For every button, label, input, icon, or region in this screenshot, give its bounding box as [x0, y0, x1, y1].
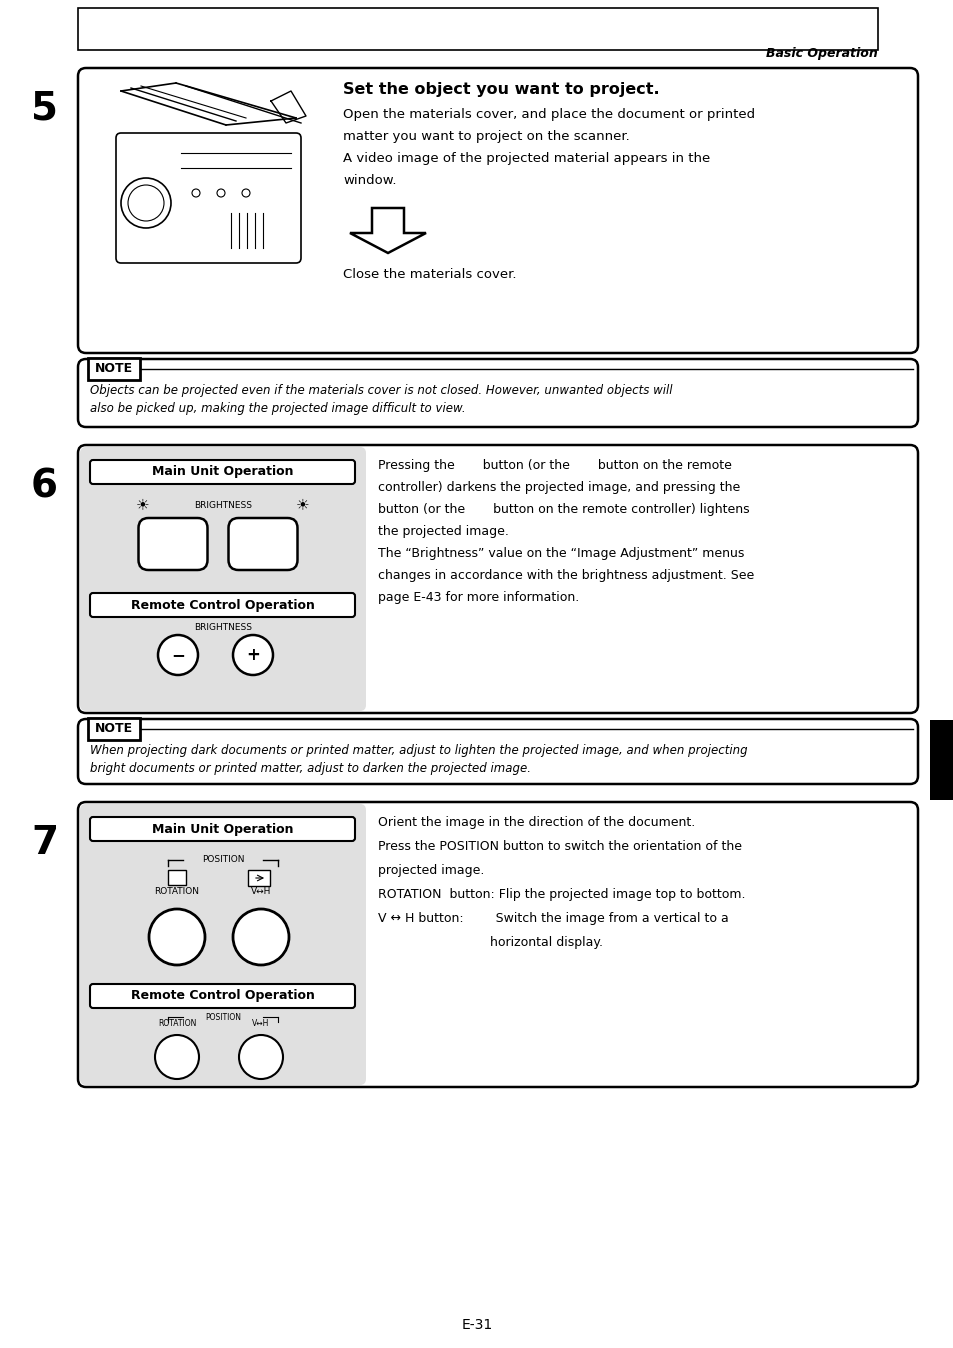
Text: ROTATION  button: Flip the projected image top to bottom.: ROTATION button: Flip the projected imag… — [377, 888, 744, 900]
Text: controller) darkens the projected image, and pressing the: controller) darkens the projected image,… — [377, 481, 740, 493]
Text: BRIGHTNESS: BRIGHTNESS — [193, 623, 252, 631]
FancyBboxPatch shape — [116, 133, 301, 263]
Text: Close the materials cover.: Close the materials cover. — [343, 268, 516, 280]
Text: button (or the       button on the remote controller) lightens: button (or the button on the remote cont… — [377, 503, 749, 516]
Circle shape — [216, 189, 225, 197]
Text: V↔H: V↔H — [251, 887, 271, 896]
Circle shape — [154, 1035, 199, 1078]
Bar — [248, 869, 270, 886]
Text: Basic Operation: Basic Operation — [765, 47, 877, 61]
Text: horizontal display.: horizontal display. — [377, 936, 602, 949]
Text: the projected image.: the projected image. — [377, 524, 508, 538]
Text: ROTATION: ROTATION — [157, 1019, 196, 1029]
Circle shape — [158, 635, 198, 675]
FancyBboxPatch shape — [90, 984, 355, 1008]
Text: When projecting dark documents or printed matter, adjust to lighten the projecte: When projecting dark documents or printe… — [90, 744, 747, 758]
Text: A video image of the projected material appears in the: A video image of the projected material … — [343, 152, 709, 164]
Circle shape — [233, 909, 289, 965]
Text: POSITION: POSITION — [205, 1012, 241, 1022]
Bar — [88, 718, 140, 740]
FancyBboxPatch shape — [229, 518, 297, 570]
Text: E-31: E-31 — [461, 1318, 492, 1332]
Text: 7: 7 — [30, 824, 58, 861]
Text: BRIGHTNESS: BRIGHTNESS — [193, 500, 252, 510]
Polygon shape — [350, 208, 426, 253]
FancyBboxPatch shape — [138, 518, 208, 570]
FancyBboxPatch shape — [90, 817, 355, 841]
Text: ☀: ☀ — [295, 497, 310, 512]
Text: +: + — [246, 646, 259, 665]
Text: 6: 6 — [30, 466, 58, 506]
Text: Pressing the       button (or the       button on the remote: Pressing the button (or the button on th… — [377, 460, 731, 472]
Text: matter you want to project on the scanner.: matter you want to project on the scanne… — [343, 129, 629, 143]
Circle shape — [233, 635, 273, 675]
Text: changes in accordance with the brightness adjustment. See: changes in accordance with the brightnes… — [377, 569, 754, 582]
Text: window.: window. — [343, 174, 396, 187]
Text: Objects can be projected even if the materials cover is not closed. However, unw: Objects can be projected even if the mat… — [90, 384, 672, 398]
Circle shape — [192, 189, 200, 197]
FancyBboxPatch shape — [78, 802, 917, 1086]
Circle shape — [128, 185, 164, 221]
Circle shape — [242, 189, 250, 197]
Text: page E-43 for more information.: page E-43 for more information. — [377, 590, 578, 604]
FancyBboxPatch shape — [78, 445, 917, 713]
FancyBboxPatch shape — [90, 460, 355, 484]
Text: 5: 5 — [30, 90, 58, 128]
Text: Press the POSITION button to switch the orientation of the: Press the POSITION button to switch the … — [377, 840, 741, 853]
Bar — [168, 869, 186, 886]
FancyBboxPatch shape — [78, 359, 917, 427]
Bar — [88, 359, 140, 380]
Text: Main Unit Operation: Main Unit Operation — [152, 465, 293, 479]
Text: also be picked up, making the projected image difficult to view.: also be picked up, making the projected … — [90, 402, 465, 415]
Text: NOTE: NOTE — [95, 363, 132, 376]
Text: V↔H: V↔H — [252, 1019, 270, 1029]
Text: Open the materials cover, and place the document or printed: Open the materials cover, and place the … — [343, 108, 755, 121]
Text: V ↔ H button:        Switch the image from a vertical to a: V ↔ H button: Switch the image from a ve… — [377, 913, 728, 925]
Circle shape — [239, 1035, 283, 1078]
Text: POSITION: POSITION — [201, 856, 244, 864]
Text: ☀: ☀ — [136, 497, 150, 512]
Text: Set the object you want to project.: Set the object you want to project. — [343, 82, 659, 97]
Text: Remote Control Operation: Remote Control Operation — [131, 989, 314, 1003]
FancyBboxPatch shape — [78, 718, 917, 785]
Circle shape — [121, 178, 171, 228]
Text: Remote Control Operation: Remote Control Operation — [131, 599, 314, 612]
Bar — [929, 720, 953, 799]
Text: ROTATION: ROTATION — [154, 887, 199, 896]
FancyBboxPatch shape — [90, 593, 355, 617]
FancyBboxPatch shape — [78, 67, 917, 353]
Text: bright documents or printed matter, adjust to darken the projected image.: bright documents or printed matter, adju… — [90, 762, 531, 775]
Text: Main Unit Operation: Main Unit Operation — [152, 822, 293, 836]
Text: Orient the image in the direction of the document.: Orient the image in the direction of the… — [377, 816, 695, 829]
FancyBboxPatch shape — [80, 803, 366, 1085]
Circle shape — [149, 909, 205, 965]
Bar — [78, 8, 877, 50]
Text: projected image.: projected image. — [377, 864, 484, 878]
Text: −: − — [171, 646, 185, 665]
FancyBboxPatch shape — [80, 448, 366, 710]
Text: NOTE: NOTE — [95, 723, 132, 736]
Text: The “Brightness” value on the “Image Adjustment” menus: The “Brightness” value on the “Image Adj… — [377, 547, 743, 559]
